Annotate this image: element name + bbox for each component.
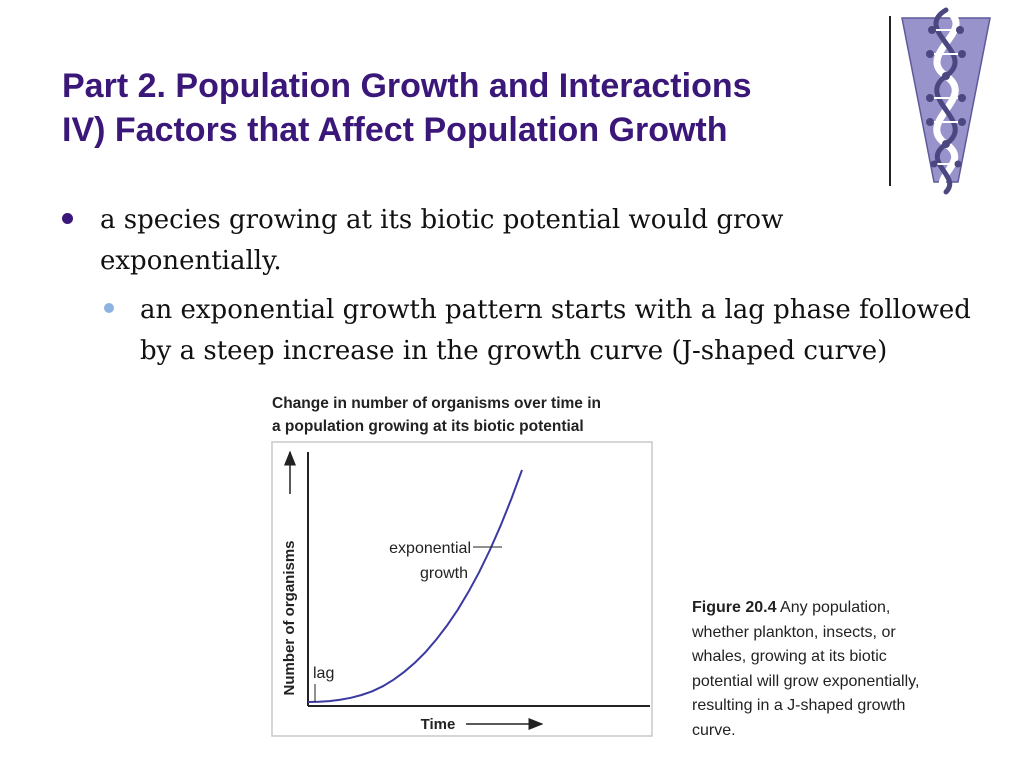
x-axis-label: Time [421, 716, 456, 733]
figure-caption-text: Any population, whether plankton, insect… [692, 599, 920, 739]
bullet-item-2: an exponential growth pattern starts wit… [140, 295, 971, 366]
logo-helix-nodes [926, 26, 966, 168]
annotation-lag: lag [313, 665, 334, 682]
logo-funnel-shape [901, 17, 991, 183]
bullet-marker-level-2 [104, 303, 114, 313]
dna-logo-icon [901, 6, 991, 196]
chart-frame [271, 441, 653, 737]
annotation-exponential-line-1: exponential [389, 540, 471, 557]
slide-title-line-1: Part 2. Population Growth and Interactio… [62, 67, 752, 105]
annotation-exponential-line-2: growth [420, 565, 468, 582]
bullet-marker-level-1 [62, 213, 73, 224]
chart-title: Change in number of organisms over time … [272, 392, 672, 438]
growth-chart: Number of organisms Time exponential gro… [271, 441, 653, 737]
bullet-item-1: a species growing at its biotic potentia… [100, 205, 784, 276]
slide-title-line-2: IV) Factors that Affect Population Growt… [62, 111, 728, 149]
slide-title: Part 2. Population Growth and Interactio… [62, 64, 752, 152]
exponential-growth-curve [307, 469, 523, 703]
chart-title-line-1: Change in number of organisms over time … [272, 395, 601, 412]
chart-title-line-2: a population growing at its biotic poten… [272, 418, 584, 435]
data-series-group [307, 469, 523, 703]
y-axis-label: Number of organisms [281, 540, 298, 695]
figure-caption: Figure 20.4 Any population, whether plan… [692, 596, 942, 743]
logo-helix-rungs [930, 29, 962, 165]
title-divider [889, 16, 891, 186]
figure-number: Figure 20.4 [692, 599, 777, 616]
